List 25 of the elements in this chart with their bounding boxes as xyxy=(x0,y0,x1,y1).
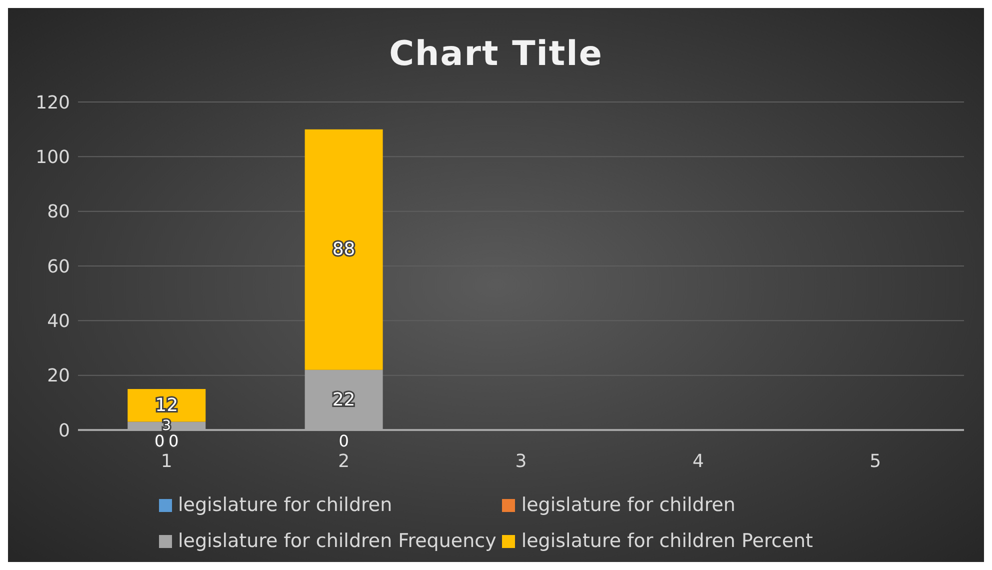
x-tick-label: 3 xyxy=(515,450,527,472)
y-tick-label: 80 xyxy=(47,202,70,223)
data-label: 12 xyxy=(155,394,178,416)
x-tick-label: 1 xyxy=(160,450,172,472)
x-tick-label: 5 xyxy=(870,450,882,472)
data-label: 88 xyxy=(332,239,356,260)
data-label: 0 xyxy=(338,432,349,450)
legend-label: legislature for children xyxy=(521,494,736,516)
y-tick-label: 0 xyxy=(58,420,70,442)
data-label: 22 xyxy=(332,389,356,410)
x-tick-label: 2 xyxy=(338,450,350,472)
y-tick-label: 60 xyxy=(47,256,70,278)
legend-label: legislature for children xyxy=(178,494,392,516)
bar xyxy=(304,129,383,370)
legend-label: legislature for children Percent xyxy=(521,530,813,552)
data-label: 0 xyxy=(154,432,165,450)
y-tick-label: 20 xyxy=(47,366,70,387)
y-tick-label: 120 xyxy=(36,92,70,114)
chart-title: Chart Title xyxy=(388,33,604,76)
x-tick-label: 4 xyxy=(692,450,704,472)
y-tick-label: 40 xyxy=(47,311,70,332)
legend-label: legislature for children Frequency xyxy=(178,530,496,552)
data-label: 0 xyxy=(168,432,179,450)
data-label: 3 xyxy=(162,418,172,434)
y-tick-label: 100 xyxy=(36,147,70,168)
